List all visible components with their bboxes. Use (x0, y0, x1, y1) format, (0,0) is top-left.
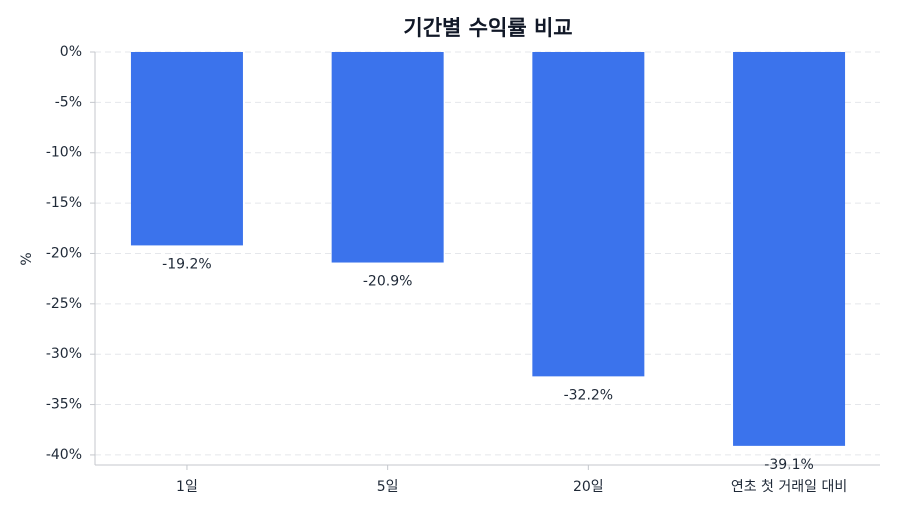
bar (733, 52, 846, 446)
y-tick-label: -25% (46, 296, 82, 312)
chart-title: 기간별 수익률 비교 (403, 16, 572, 40)
bar (130, 52, 243, 246)
bar (331, 52, 444, 263)
x-tick-label: 연초 첫 거래일 대비 (731, 479, 847, 495)
x-tick-label: 1일 (176, 479, 198, 495)
data-label: -32.2% (564, 387, 614, 403)
data-label: -39.1% (764, 457, 814, 473)
y-tick-label: -30% (46, 346, 82, 362)
x-tick-label: 20일 (573, 479, 604, 495)
y-axis-label: % (19, 252, 35, 265)
x-tick-label: 5일 (377, 479, 399, 495)
y-tick-label: -5% (55, 94, 82, 110)
y-tick-label: 0% (60, 44, 82, 60)
data-label: -19.2% (162, 256, 212, 272)
y-tick-label: -10% (46, 145, 82, 161)
y-tick-label: -35% (46, 397, 82, 413)
y-tick-label: -15% (46, 195, 82, 211)
y-tick-label: -20% (46, 245, 82, 261)
y-tick-label: -40% (46, 447, 82, 463)
data-label: -20.9% (363, 274, 413, 290)
bar (532, 52, 645, 377)
